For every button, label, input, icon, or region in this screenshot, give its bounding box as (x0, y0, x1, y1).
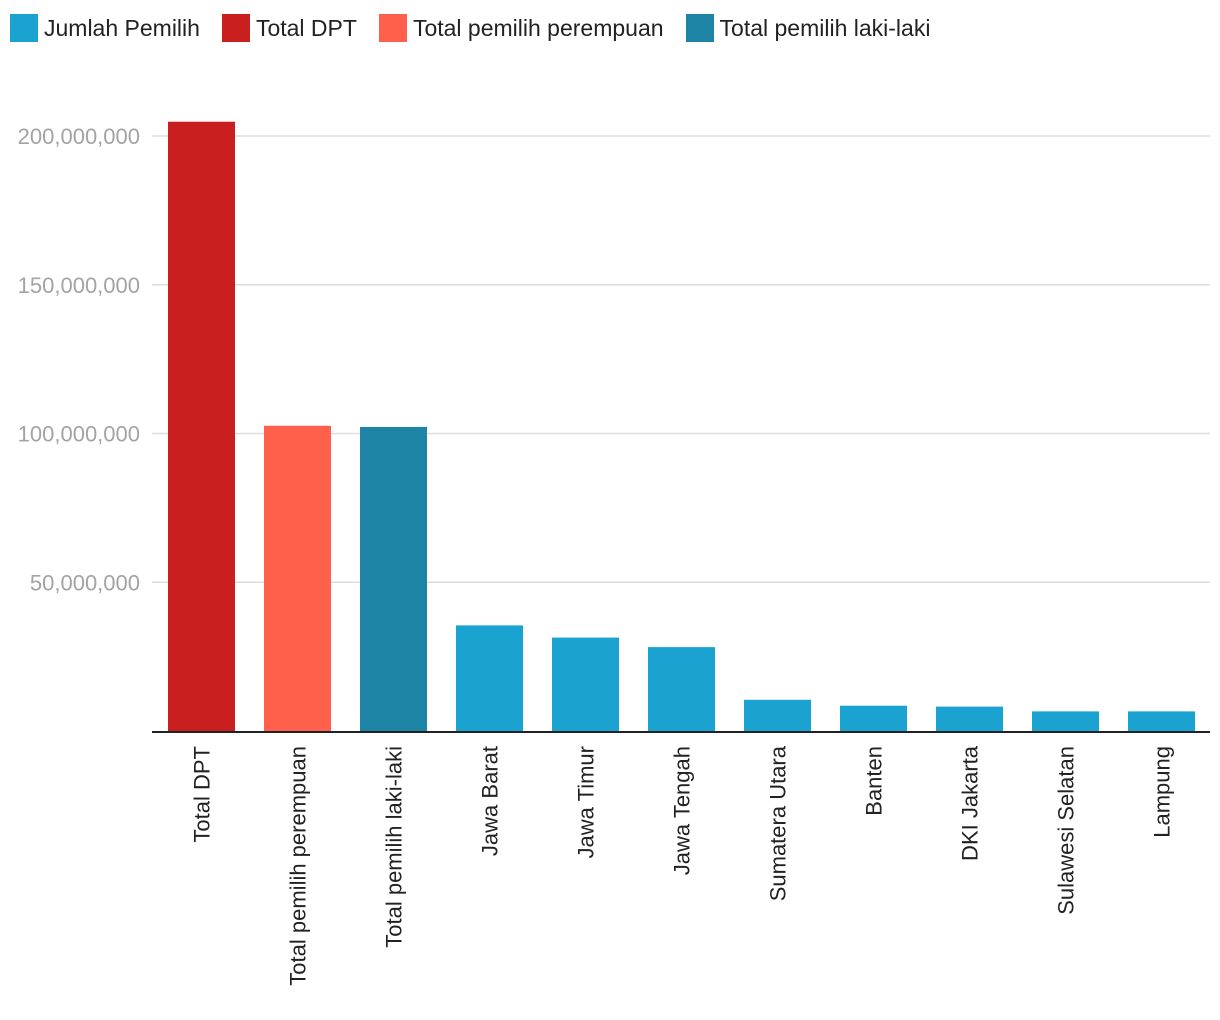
legend-swatch (685, 14, 714, 42)
bar (1128, 711, 1195, 731)
x-tick-label: Jawa Tengah (670, 746, 695, 875)
x-tick-label: Total pemilih laki-laki (382, 746, 407, 948)
x-tick-label: Jawa Timur (574, 746, 599, 858)
legend-label: Jumlah Pemilih (44, 14, 200, 41)
y-axis-tick-labels: 50,000,000 100,000,000 150,000,000 200,000,… (18, 124, 140, 595)
x-tick-label: Total pemilih perempuan (286, 746, 311, 986)
legend-swatch (378, 14, 407, 42)
y-tick-label: 50,000,000 (30, 570, 140, 595)
y-tick-label: 150,000,000 (18, 273, 140, 298)
bar (552, 637, 619, 731)
legend: Jumlah Pemilih Total DPT Total pemilih p… (10, 13, 952, 43)
x-tick-label: Banten (862, 746, 887, 816)
bar (1032, 711, 1099, 731)
bar (360, 426, 427, 731)
x-tick-label: Jawa Barat (478, 746, 503, 856)
legend-swatch (221, 14, 250, 42)
legend-item-total-pemilih-perempuan[interactable]: Total pemilih perempuan (378, 14, 664, 42)
legend-item-total-pemilih-laki-laki[interactable]: Total pemilih laki-laki (685, 14, 931, 42)
category-labels: Total DPT Total pemilih perempuan Total pe… (190, 745, 1175, 985)
bar (456, 625, 523, 731)
legend-item-jumlah-pemilih[interactable]: Jumlah Pemilih (10, 14, 200, 42)
x-tick-label: Sulawesi Selatan (1054, 746, 1079, 915)
x-tick-label: DKI Jakarta (958, 745, 983, 861)
legend-label: Total pemilih laki-laki (719, 14, 931, 41)
bar (840, 705, 907, 731)
legend-label: Total pemilih perempuan (412, 14, 664, 41)
legend-item-total-dpt[interactable]: Total DPT (221, 14, 357, 42)
legend-label: Total DPT (255, 14, 357, 41)
bar (168, 121, 235, 732)
x-tick-label: Total DPT (190, 746, 215, 843)
bar (744, 699, 811, 731)
x-tick-label: Lampung (1150, 746, 1175, 838)
x-tick-label: Sumatera Utara (766, 745, 791, 901)
y-tick-label: 200,000,000 (18, 124, 140, 149)
legend-swatch (10, 14, 38, 42)
bar (264, 425, 331, 731)
bars (168, 121, 1195, 732)
bar (648, 647, 715, 731)
y-tick-label: 100,000,000 (18, 422, 140, 447)
bar (936, 706, 1003, 731)
